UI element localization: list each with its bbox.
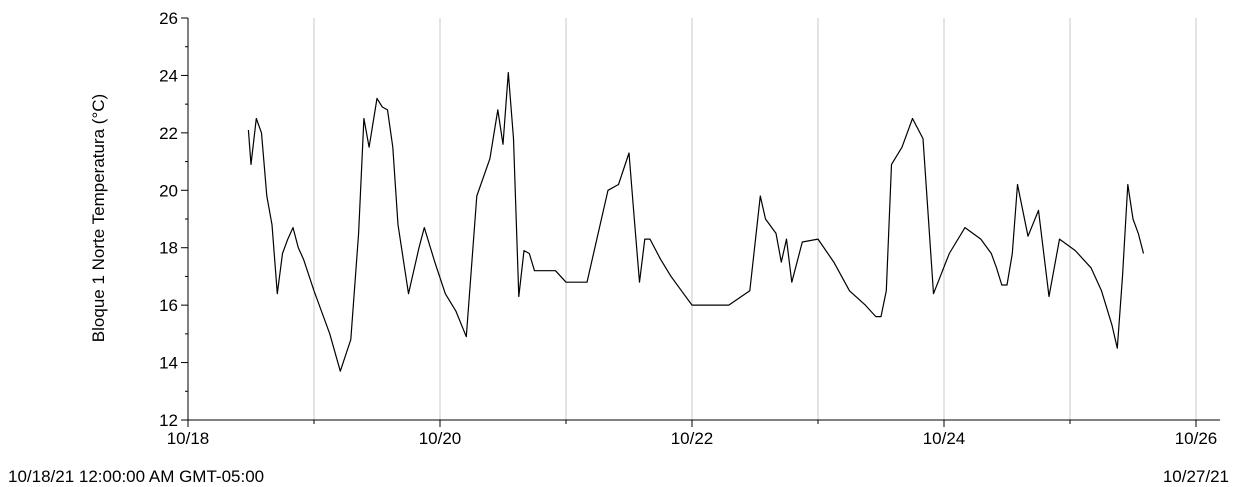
y-axis-label: Bloque 1 Norte Temperatura (°C)	[89, 94, 108, 342]
x-tick-label: 10/24	[923, 429, 966, 448]
axis-ticks	[181, 17, 1197, 427]
vertical-grid-lines	[313, 18, 1197, 420]
y-tick-label: 22	[159, 124, 178, 143]
axes	[187, 18, 1220, 421]
y-tick-label: 14	[159, 354, 178, 373]
y-tick-label: 18	[159, 239, 178, 258]
y-tick-label: 20	[159, 181, 178, 200]
start-datetime-label: 10/18/21 12:00:00 AM GMT-05:00	[8, 467, 265, 486]
x-tick-label: 10/20	[419, 429, 462, 448]
x-tick-label: 10/22	[671, 429, 714, 448]
data-series	[247, 71, 1145, 372]
end-date-label: 10/27/21	[1162, 467, 1229, 486]
y-tick-label: 24	[159, 66, 178, 85]
x-tick-label: 10/26	[1175, 429, 1218, 448]
y-tick-label: 16	[159, 296, 178, 315]
x-tick-label: 10/18	[167, 429, 210, 448]
y-tick-label: 26	[159, 9, 178, 28]
y-tick-label: 12	[159, 411, 178, 430]
series-line	[247, 71, 1145, 372]
tick-labels: 12 14 16 18 20 22 24 26 10/18 10/20 10/22 10/24 10/2…	[159, 9, 1217, 448]
